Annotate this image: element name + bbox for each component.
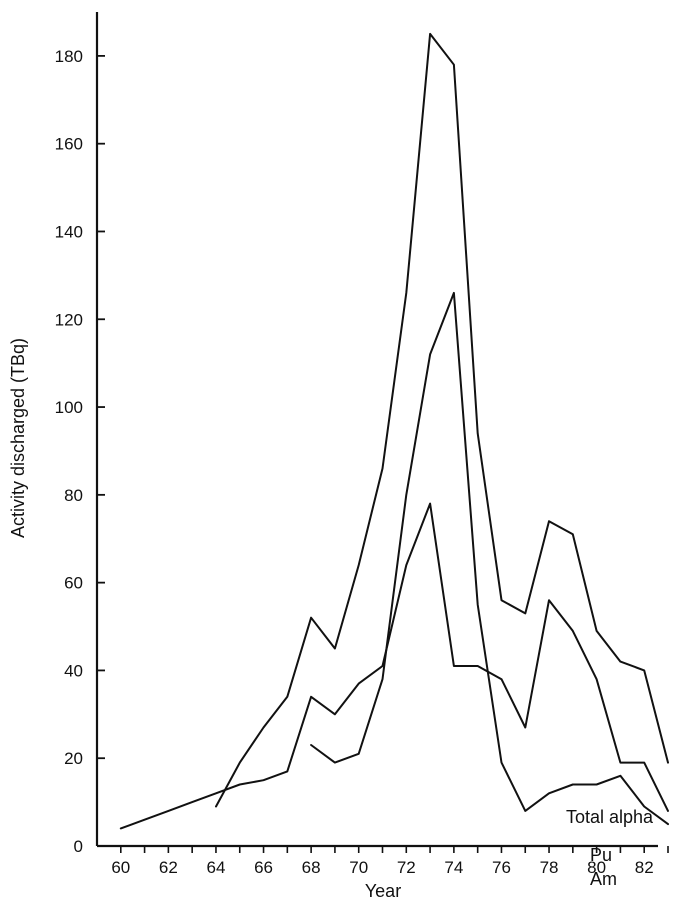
x-tick-label: 74 [444,858,463,877]
x-tick-label: 72 [397,858,416,877]
y-tick-label: 100 [55,398,83,417]
y-tick-label: 160 [55,135,83,154]
x-tick-label: 60 [111,858,130,877]
x-tick-label: 62 [159,858,178,877]
y-tick-label: 40 [64,661,83,680]
x-axis-label: Year [365,881,401,901]
x-tick-label: 68 [302,858,321,877]
series-label-pu: Pu [590,845,612,865]
y-axis-label: Activity discharged (TBq) [8,338,28,538]
x-tick-label: 64 [206,858,225,877]
series-line-am [310,291,669,826]
x-tick-label: 70 [349,858,368,877]
axes [95,12,658,848]
series-label-total-alpha: Total alpha [566,807,654,827]
y-tick-label: 80 [64,486,83,505]
series-label-am: Am [590,869,617,889]
y-tick-label: 180 [55,47,83,66]
series-lines [119,32,669,830]
y-tick-label: 0 [74,837,83,856]
y-tick-label: 20 [64,749,83,768]
y-tick-label: 120 [55,310,83,329]
y-tick-label: 140 [55,222,83,241]
y-tick-label: 60 [64,574,83,593]
x-tick-label: 80 [587,858,606,877]
x-tick-label: 76 [492,858,511,877]
ticks: 0 20 40 60 80 100 120 140 160 180 60 62 64 66 68 70 72 74… [55,47,669,877]
x-tick-label: 82 [635,858,654,877]
x-tick-label: 66 [254,858,273,877]
x-tick-label: 78 [540,858,559,877]
series-line-pu [119,502,669,830]
series-line-total-alpha [215,32,669,808]
